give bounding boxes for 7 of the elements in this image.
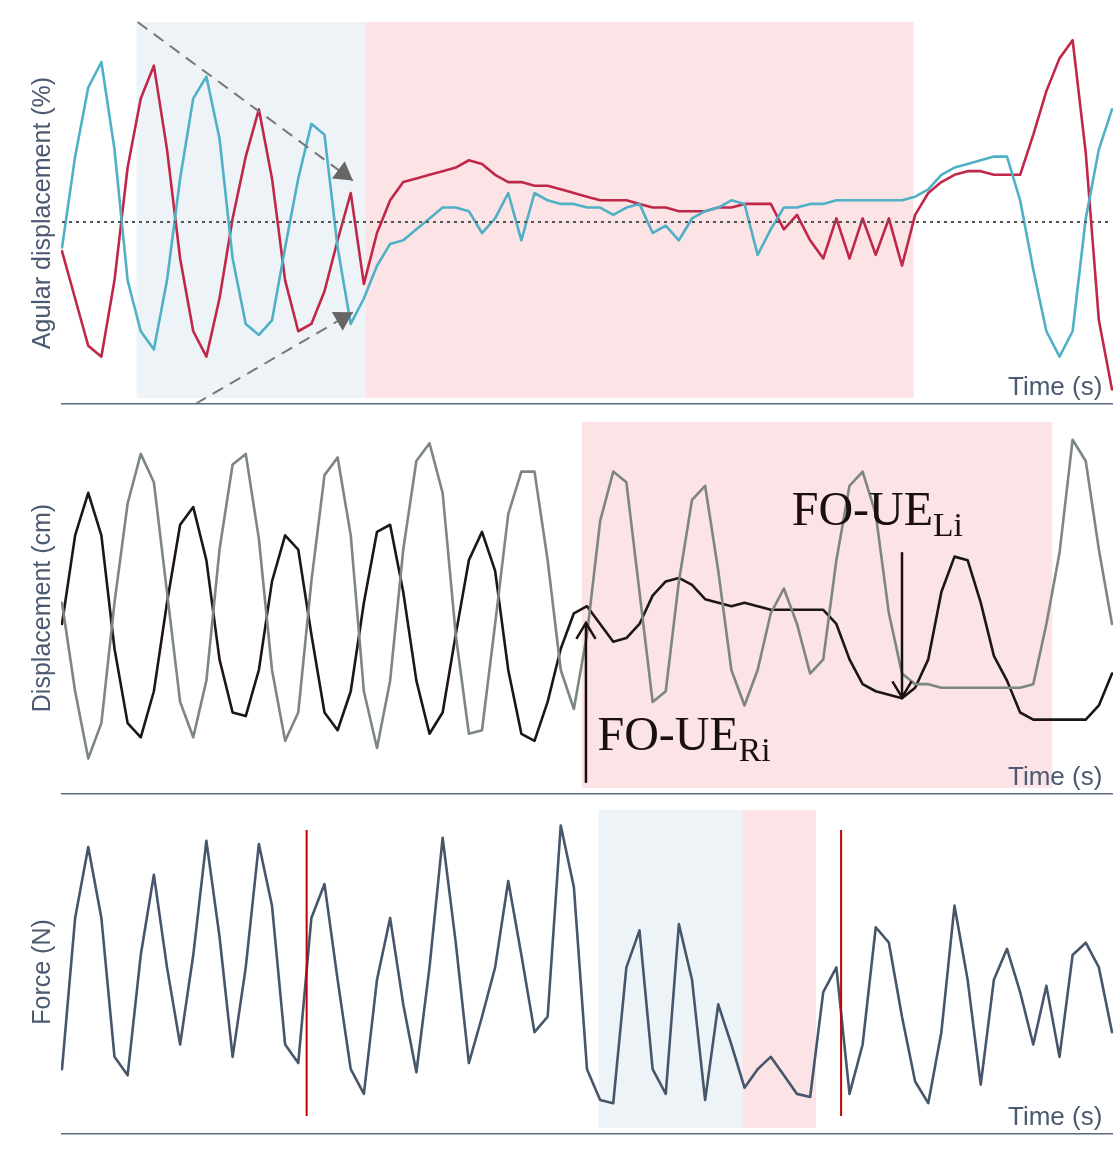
y-axis-title: Force (N) — [26, 919, 55, 1025]
annotation: FO-UE$_{Ri}$ — [597, 707, 771, 768]
x-axis-title: Time (s) — [1008, 1101, 1103, 1132]
y-axis-title: Agular displacement (%) — [26, 76, 55, 350]
x-axis-title: Time (s) — [1008, 371, 1103, 402]
x-axis-title: Time (s) — [1008, 761, 1103, 792]
y-axis-title: Displacement (cm) — [26, 503, 55, 713]
